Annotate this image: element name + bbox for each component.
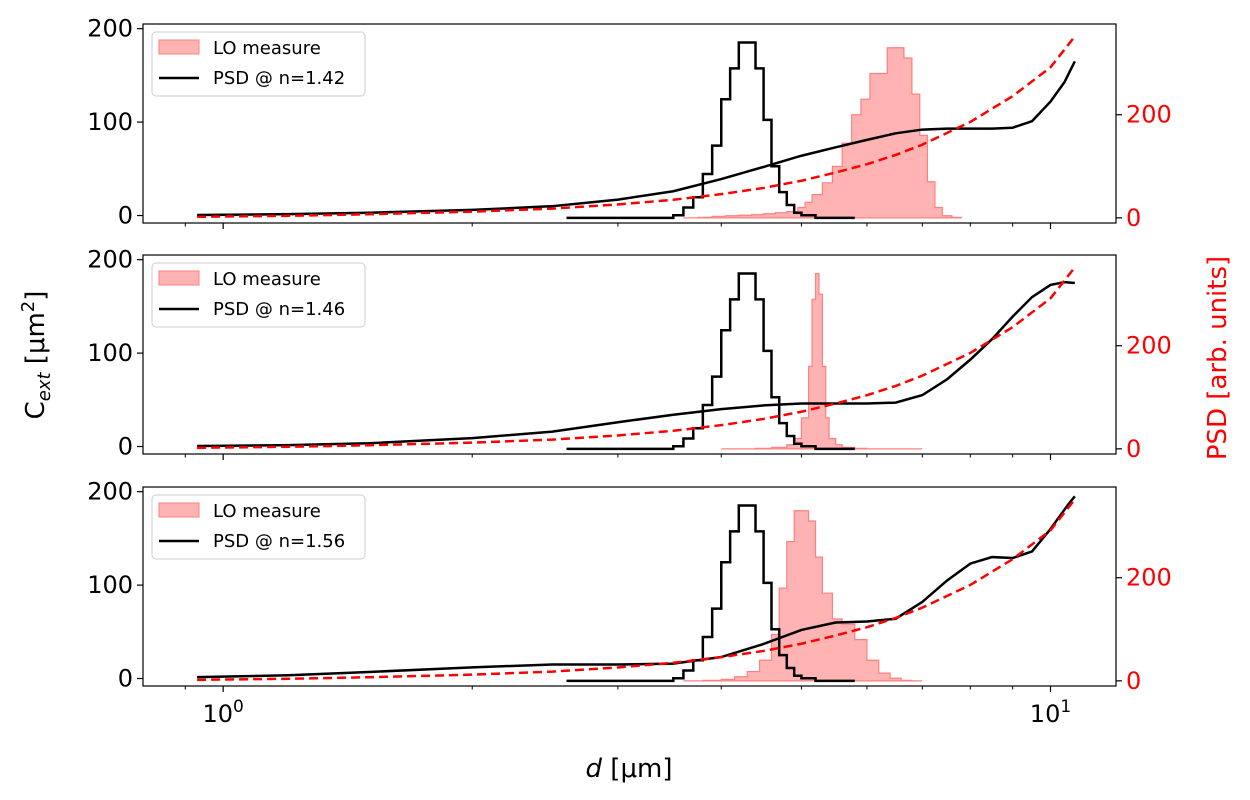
y-left-tick-label: 0 bbox=[118, 433, 133, 461]
legend: LO measure PSD @ n=1.46 bbox=[151, 262, 366, 328]
psd-dashed-curve bbox=[197, 35, 1076, 219]
legend-lo-label: LO measure bbox=[213, 269, 321, 290]
legend-lo-swatch bbox=[158, 270, 200, 286]
legend-psd-label: PSD @ n=1.56 bbox=[213, 531, 345, 552]
lo-measure-histogram bbox=[683, 47, 962, 219]
x-axis-title: d [μm] bbox=[586, 754, 673, 784]
y-left-tick-label: 0 bbox=[118, 665, 133, 693]
y-right-tick-label: 200 bbox=[1126, 332, 1172, 360]
y-right-tick-label: 0 bbox=[1126, 435, 1141, 463]
cext-curve bbox=[197, 280, 1075, 448]
axes-frame bbox=[142, 23, 1117, 224]
legend-lo-label: LO measure bbox=[213, 38, 321, 59]
legend-lo-label: LO measure bbox=[213, 501, 321, 522]
panels: 0 100 200 0 200 LO measure PSD @ n=1.42 0 100 200… bbox=[87, 15, 1172, 728]
y-left-tick-label: 200 bbox=[87, 246, 133, 274]
cext-curve bbox=[197, 60, 1076, 217]
y-right-tick-label: 200 bbox=[1126, 564, 1172, 592]
plot-area bbox=[197, 266, 1076, 451]
lo-measure-histogram bbox=[721, 272, 923, 450]
psd-dashed-curve bbox=[197, 266, 1076, 450]
y-right-tick-label: 200 bbox=[1126, 101, 1172, 129]
psd-dashed-curve bbox=[197, 498, 1076, 682]
axes-frame bbox=[142, 486, 1117, 687]
y-axis-right-title: PSD [arb. units] bbox=[1203, 256, 1233, 460]
axes-frame bbox=[142, 254, 1117, 455]
cext-curve bbox=[197, 495, 1076, 679]
y-left-tick-label: 200 bbox=[87, 478, 133, 506]
psd-step-histogram bbox=[566, 272, 855, 451]
legend-lo-swatch bbox=[158, 502, 200, 518]
legend-box bbox=[151, 494, 366, 560]
legend-psd-label: PSD @ n=1.46 bbox=[213, 299, 345, 320]
y-right-tick-label: 0 bbox=[1126, 204, 1141, 232]
psd-step-histogram bbox=[566, 41, 855, 220]
x-tick-label: 101 bbox=[1030, 697, 1071, 728]
legend: LO measure PSD @ n=1.42 bbox=[151, 31, 366, 97]
legend-box bbox=[151, 31, 366, 97]
y-left-tick-label: 0 bbox=[118, 202, 133, 230]
legend-lo-swatch bbox=[158, 39, 200, 55]
lo-measure-histogram bbox=[683, 510, 923, 682]
y-left-tick-label: 100 bbox=[87, 108, 133, 136]
legend: LO measure PSD @ n=1.56 bbox=[151, 494, 366, 560]
legend-psd-label: PSD @ n=1.42 bbox=[213, 68, 345, 89]
panel-2: 0 100 200 0 200 LO measure PSD @ n=1.46 bbox=[87, 246, 1172, 463]
panel-3: 0 100 200 0 200 LO measure PSD @ n=1.56 bbox=[87, 478, 1172, 695]
y-right-tick-label: 0 bbox=[1126, 667, 1141, 695]
x-tick-label: 100 bbox=[202, 697, 243, 728]
y-left-tick-label: 100 bbox=[87, 571, 133, 599]
legend-box bbox=[151, 262, 366, 328]
y-left-tick-label: 100 bbox=[87, 339, 133, 367]
y-axis-left-title: Cext [μm2] bbox=[18, 291, 55, 420]
plot-area bbox=[197, 35, 1076, 220]
panel-1: 0 100 200 0 200 LO measure PSD @ n=1.42 bbox=[87, 15, 1172, 232]
y-left-tick-label: 200 bbox=[87, 15, 133, 43]
plot-area bbox=[197, 495, 1076, 683]
